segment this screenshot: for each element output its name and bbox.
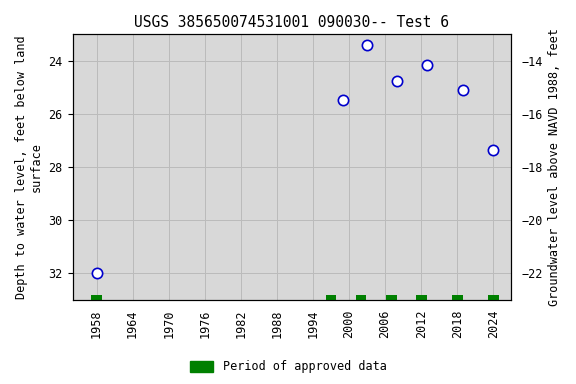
Point <box>339 98 348 104</box>
Title: USGS 385650074531001 090030-- Test 6: USGS 385650074531001 090030-- Test 6 <box>134 15 449 30</box>
Point <box>458 87 468 93</box>
Legend: Period of approved data: Period of approved data <box>185 356 391 378</box>
Y-axis label: Groundwater level above NAVD 1988, feet: Groundwater level above NAVD 1988, feet <box>548 28 561 306</box>
Bar <box>488 295 499 300</box>
Bar <box>386 295 396 300</box>
Point <box>92 270 101 276</box>
Bar <box>452 295 463 300</box>
Y-axis label: Depth to water level, feet below land
surface: Depth to water level, feet below land su… <box>15 35 43 299</box>
Point <box>423 61 432 68</box>
Point <box>392 78 401 84</box>
Bar <box>325 295 336 300</box>
Point <box>488 147 498 153</box>
Bar <box>355 295 366 300</box>
Point <box>362 41 372 48</box>
Bar <box>416 295 427 300</box>
Bar <box>91 295 102 300</box>
